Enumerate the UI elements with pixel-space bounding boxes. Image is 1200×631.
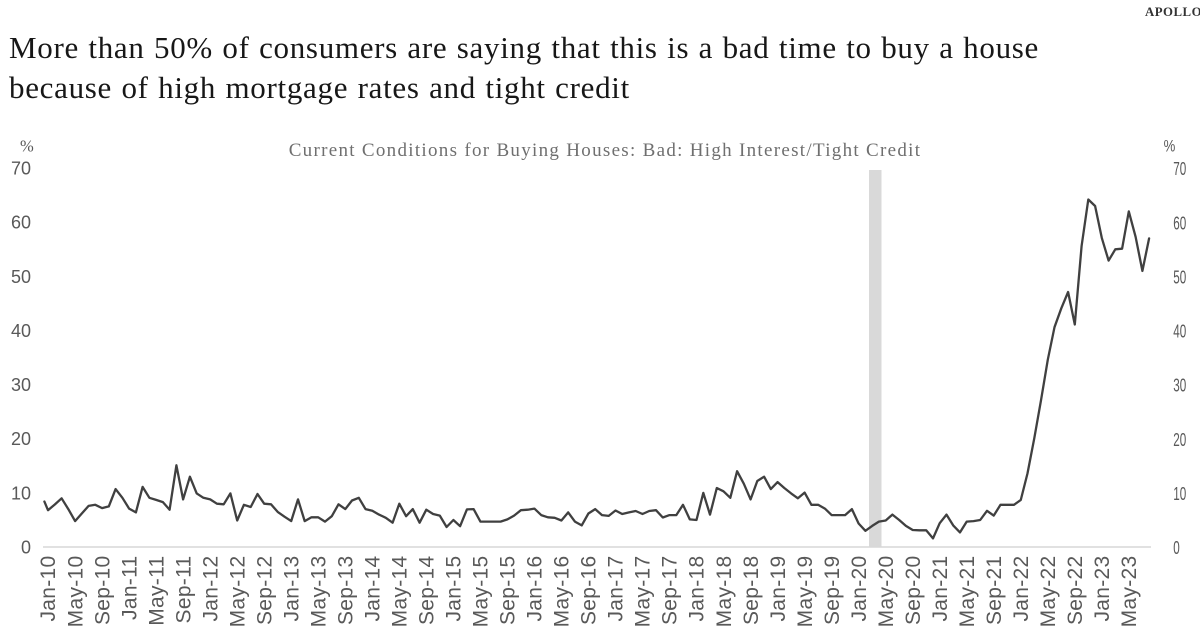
- svg-text:0: 0: [21, 538, 31, 558]
- svg-text:40: 40: [11, 321, 31, 341]
- svg-text:20: 20: [1173, 430, 1186, 450]
- svg-text:May-12: May-12: [226, 556, 249, 628]
- svg-text:May-23: May-23: [1118, 556, 1141, 628]
- svg-text:Sep-14: Sep-14: [416, 555, 439, 625]
- svg-text:Sep-20: Sep-20: [902, 556, 925, 626]
- svg-text:May-17: May-17: [632, 556, 655, 628]
- svg-text:Jan-20: Jan-20: [848, 556, 871, 622]
- svg-text:Jan-15: Jan-15: [443, 556, 466, 622]
- svg-text:May-10: May-10: [64, 556, 87, 628]
- svg-text:May-22: May-22: [1037, 556, 1060, 628]
- svg-text:30: 30: [11, 375, 31, 395]
- svg-text:70: 70: [11, 159, 31, 179]
- svg-text:Sep-19: Sep-19: [821, 556, 844, 626]
- svg-text:10: 10: [1173, 484, 1186, 504]
- svg-text:Sep-16: Sep-16: [578, 556, 601, 626]
- svg-text:May-14: May-14: [389, 555, 412, 627]
- svg-text:Jan-13: Jan-13: [280, 556, 303, 622]
- svg-text:60: 60: [1173, 213, 1186, 233]
- svg-text:Jan-19: Jan-19: [767, 556, 790, 622]
- svg-text:May-16: May-16: [551, 556, 574, 628]
- svg-text:May-15: May-15: [470, 556, 493, 628]
- svg-text:Jan-18: Jan-18: [686, 556, 709, 622]
- svg-text:40: 40: [1173, 322, 1186, 342]
- svg-text:May-18: May-18: [713, 556, 736, 628]
- svg-text:%: %: [20, 137, 34, 156]
- svg-text:10: 10: [11, 483, 31, 503]
- svg-text:Sep-15: Sep-15: [497, 556, 520, 626]
- svg-text:Jan-10: Jan-10: [37, 556, 60, 622]
- svg-text:Sep-18: Sep-18: [740, 556, 763, 626]
- svg-text:Jan-21: Jan-21: [929, 556, 952, 622]
- svg-text:30: 30: [1173, 376, 1186, 396]
- svg-text:20: 20: [11, 429, 31, 449]
- svg-text:Jan-22: Jan-22: [1010, 556, 1033, 622]
- svg-text:%: %: [1164, 137, 1176, 156]
- svg-text:Sep-13: Sep-13: [335, 556, 358, 626]
- svg-text:Sep-21: Sep-21: [983, 556, 1006, 626]
- svg-text:Jan-17: Jan-17: [605, 556, 628, 622]
- svg-text:Jan-16: Jan-16: [524, 556, 547, 622]
- svg-text:Jan-14: Jan-14: [362, 555, 385, 621]
- svg-text:Jan-12: Jan-12: [199, 556, 222, 622]
- svg-text:50: 50: [1173, 267, 1186, 287]
- svg-text:Jan-11: Jan-11: [118, 556, 141, 620]
- svg-text:May-13: May-13: [307, 556, 330, 628]
- svg-text:Sep-10: Sep-10: [91, 556, 114, 626]
- svg-text:60: 60: [11, 213, 31, 233]
- svg-text:70: 70: [1173, 159, 1186, 179]
- svg-text:Sep-22: Sep-22: [1064, 556, 1087, 626]
- svg-text:Jan-23: Jan-23: [1091, 556, 1114, 622]
- svg-text:May-19: May-19: [794, 556, 817, 628]
- svg-text:May-20: May-20: [875, 556, 898, 628]
- svg-text:May-11: May-11: [145, 556, 168, 626]
- svg-text:50: 50: [11, 267, 31, 287]
- svg-text:Sep-11: Sep-11: [172, 556, 195, 624]
- svg-text:0: 0: [1173, 538, 1180, 558]
- svg-text:May-21: May-21: [956, 556, 979, 628]
- svg-text:Sep-17: Sep-17: [659, 556, 682, 626]
- svg-text:Sep-12: Sep-12: [253, 556, 276, 626]
